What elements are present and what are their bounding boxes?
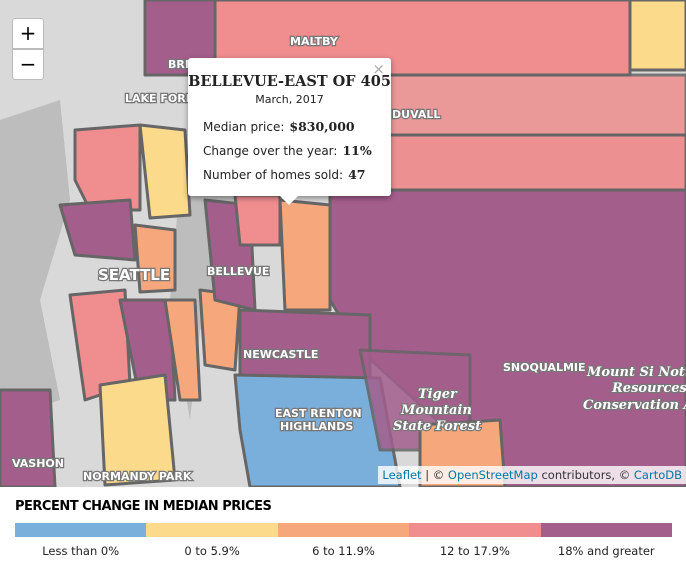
place-label: EAST RENTON	[275, 407, 362, 420]
zoom-in[interactable]: +	[12, 18, 44, 49]
popup-close[interactable]: ×	[372, 60, 385, 78]
attribution-text: | ©	[421, 468, 448, 482]
region[interactable]	[58, 198, 137, 262]
place-label: State Forest	[393, 419, 481, 434]
place-label: Tiger	[418, 387, 458, 402]
popup-row-label: Number of homes sold:	[203, 168, 344, 182]
region[interactable]	[0, 388, 57, 487]
region[interactable]	[348, 73, 686, 137]
zoom-out[interactable]: −	[12, 49, 44, 80]
popup-row-value: 47	[348, 167, 366, 182]
popup-title: BELLEVUE-EAST OF 405	[188, 73, 391, 90]
place-label: DUVALL	[392, 108, 440, 121]
region[interactable]	[238, 308, 372, 382]
place-label: VASHON	[12, 457, 64, 470]
legend-title: PERCENT CHANGE IN MEDIAN PRICES	[15, 499, 272, 514]
region[interactable]	[278, 198, 332, 312]
place-label: BELLEVUE	[207, 265, 269, 278]
place-label: SNOQUALMIE	[503, 361, 586, 374]
legend-label: 18% and greater	[557, 544, 655, 558]
place-label: BRI	[168, 58, 189, 71]
place-label: NEWCASTLE	[243, 348, 318, 361]
place-label: SEATTLE	[98, 266, 170, 284]
place-label: LAKE FORES	[125, 92, 201, 105]
place-label: Resources	[611, 381, 686, 396]
popup-row-label: Change over the year:	[203, 144, 338, 158]
region[interactable]	[98, 373, 177, 487]
legend-label: 12 to 17.9%	[439, 544, 510, 558]
region[interactable]	[628, 0, 686, 72]
attribution-link[interactable]: CartoDB	[633, 468, 682, 482]
legend-swatch	[15, 523, 147, 537]
popup: × BELLEVUE-EAST OF 405 March, 2017 Media…	[188, 58, 391, 205]
region[interactable]	[233, 193, 282, 247]
place-label: Mount Si Notu	[586, 365, 686, 380]
map[interactable]: BRI MALTBY LAKE FORES DUVALL SEATTLE BEL…	[0, 0, 686, 487]
place-label: Mountain	[400, 403, 472, 418]
popup-row: Number of homes sold: 47	[203, 167, 391, 182]
attribution-link[interactable]: OpenStreetMap	[447, 468, 538, 482]
popup-row-label: Median price:	[203, 120, 285, 134]
region[interactable]	[73, 123, 142, 212]
popup-row-value: $830,000	[289, 119, 355, 134]
legend-label: 6 to 11.9%	[312, 544, 375, 558]
place-label: HIGHLANDS	[280, 420, 353, 433]
legend-label: Less than 0%	[42, 544, 120, 558]
legend-swatch	[409, 523, 541, 537]
region[interactable]	[163, 298, 202, 402]
place-label: MALTBY	[290, 35, 339, 48]
region[interactable]	[338, 133, 686, 192]
attribution: Leaflet | © OpenStreetMap contributors, …	[378, 466, 686, 484]
region[interactable]	[133, 223, 177, 294]
legend: PERCENT CHANGE IN MEDIAN PRICES Less tha…	[0, 487, 686, 575]
legend-label: 0 to 5.9%	[184, 544, 240, 558]
region[interactable]	[233, 373, 402, 487]
legend-swatch	[146, 523, 278, 537]
popup-date: March, 2017	[255, 93, 324, 106]
region[interactable]	[138, 123, 192, 220]
legend-swatch	[277, 523, 410, 537]
popup-row: Median price: $830,000	[203, 119, 391, 134]
place-label: Conservation Ar	[583, 398, 686, 413]
popup-row-value: 11%	[342, 143, 372, 158]
attribution-text: contributors, ©	[537, 468, 634, 482]
legend-swatch	[540, 523, 672, 537]
attribution-link[interactable]: Leaflet	[382, 468, 422, 482]
popup-row: Change over the year: 11%	[203, 143, 391, 158]
place-label: NORMANDY PARK	[83, 470, 192, 483]
